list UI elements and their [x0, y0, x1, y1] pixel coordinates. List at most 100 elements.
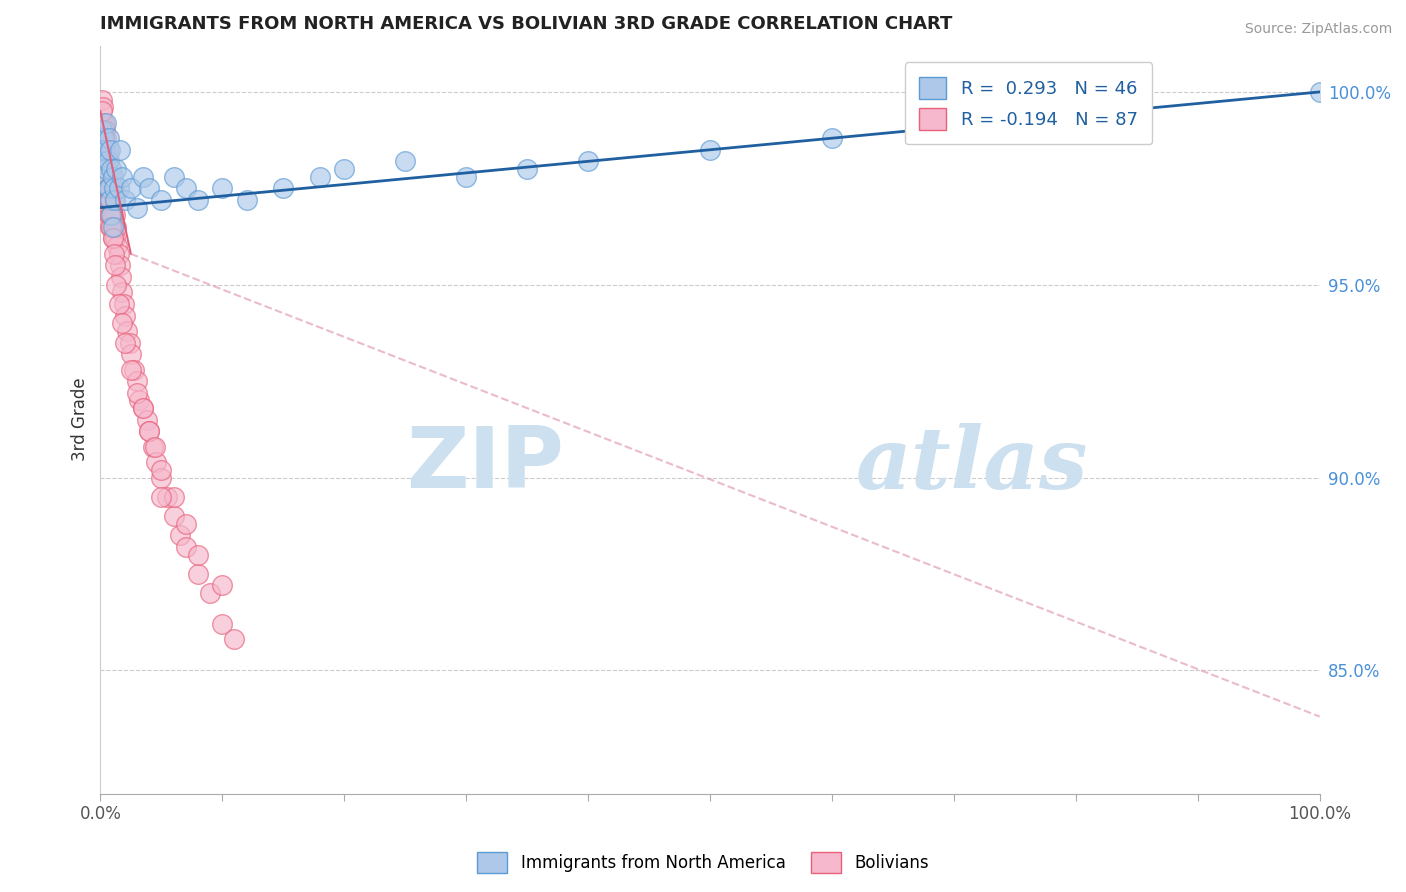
Point	[97, 154, 120, 169]
Point	[107, 247, 129, 261]
Point	[150, 470, 173, 484]
Point	[114, 309, 136, 323]
Point	[94, 169, 117, 184]
Legend: Immigrants from North America, Bolivians: Immigrants from North America, Bolivians	[471, 846, 935, 880]
Point	[90, 123, 112, 137]
Point	[105, 162, 128, 177]
Point	[198, 586, 221, 600]
Point	[162, 490, 184, 504]
Point	[104, 208, 127, 222]
Point	[224, 632, 246, 647]
Point	[699, 143, 721, 157]
Point	[187, 548, 209, 562]
Point	[211, 181, 233, 195]
Text: Source: ZipAtlas.com: Source: ZipAtlas.com	[1244, 22, 1392, 37]
Point	[96, 169, 118, 184]
Text: IMMIGRANTS FROM NORTH AMERICA VS BOLIVIAN 3RD GRADE CORRELATION CHART: IMMIGRANTS FROM NORTH AMERICA VS BOLIVIA…	[100, 15, 953, 33]
Point	[107, 297, 129, 311]
Point	[91, 100, 114, 114]
Point	[93, 131, 115, 145]
Point	[93, 143, 115, 157]
Point	[174, 540, 197, 554]
Point	[105, 219, 128, 234]
Point	[162, 169, 184, 184]
Point	[98, 169, 121, 184]
Point	[111, 169, 134, 184]
Point	[150, 193, 173, 207]
Point	[107, 181, 129, 195]
Point	[98, 193, 121, 207]
Point	[456, 169, 478, 184]
Point	[120, 181, 142, 195]
Point	[96, 181, 118, 195]
Point	[132, 169, 155, 184]
Point	[516, 162, 538, 177]
Point	[98, 143, 121, 157]
Point	[101, 169, 124, 184]
Point	[94, 123, 117, 137]
Point	[145, 455, 167, 469]
Point	[124, 362, 146, 376]
Text: atlas: atlas	[856, 423, 1088, 507]
Point	[101, 231, 124, 245]
Y-axis label: 3rd Grade: 3rd Grade	[72, 378, 89, 461]
Point	[93, 116, 115, 130]
Point	[104, 193, 127, 207]
Point	[211, 617, 233, 632]
Point	[821, 131, 844, 145]
Point	[94, 154, 117, 169]
Point	[90, 93, 112, 107]
Point	[1309, 85, 1331, 99]
Point	[120, 362, 142, 376]
Point	[98, 208, 121, 222]
Point	[162, 509, 184, 524]
Point	[132, 401, 155, 416]
Point	[103, 181, 125, 195]
Point	[91, 131, 114, 145]
Point	[169, 528, 191, 542]
Point	[112, 297, 135, 311]
Point	[97, 181, 120, 195]
Point	[156, 490, 179, 504]
Point	[90, 104, 112, 119]
Point	[118, 335, 141, 350]
Point	[105, 277, 128, 292]
Point	[97, 154, 120, 169]
Point	[104, 259, 127, 273]
Point	[97, 169, 120, 184]
Point	[135, 412, 157, 426]
Point	[187, 193, 209, 207]
Point	[91, 123, 114, 137]
Point	[96, 116, 118, 130]
Point	[108, 143, 131, 157]
Point	[120, 347, 142, 361]
Point	[187, 566, 209, 581]
Point	[271, 181, 294, 195]
Point	[93, 131, 115, 145]
Point	[128, 393, 150, 408]
Point	[90, 116, 112, 130]
Legend: R =  0.293   N = 46, R = -0.194   N = 87: R = 0.293 N = 46, R = -0.194 N = 87	[904, 62, 1152, 145]
Point	[97, 193, 120, 207]
Point	[96, 154, 118, 169]
Point	[138, 424, 160, 438]
Point	[110, 270, 132, 285]
Point	[114, 335, 136, 350]
Point	[97, 193, 120, 207]
Point	[143, 440, 166, 454]
Text: ZIP: ZIP	[406, 423, 564, 506]
Point	[101, 208, 124, 222]
Point	[115, 324, 138, 338]
Point	[308, 169, 330, 184]
Point	[93, 154, 115, 169]
Point	[100, 208, 122, 222]
Point	[942, 123, 965, 137]
Point	[114, 193, 136, 207]
Point	[97, 181, 120, 195]
Point	[142, 440, 165, 454]
Point	[101, 181, 124, 195]
Point	[94, 143, 117, 157]
Point	[100, 181, 122, 195]
Point	[125, 201, 148, 215]
Point	[97, 131, 120, 145]
